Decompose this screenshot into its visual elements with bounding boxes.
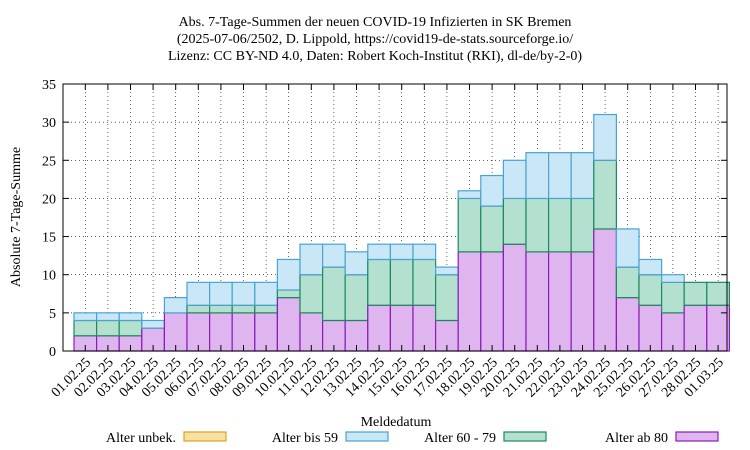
legend-label: Alter 60 - 79 (424, 431, 496, 446)
bar-segment (95, 319, 120, 337)
bars (73, 113, 730, 352)
bar-segment (231, 281, 256, 306)
title-line-1: Abs. 7-Tage-Summen der neuen COVID-19 In… (178, 15, 572, 30)
bar-segment (480, 251, 504, 352)
bar-segment (706, 281, 730, 306)
bar-segment (457, 251, 482, 352)
bar-segment (615, 266, 640, 299)
chart-title: Abs. 7-Tage-Summen der neuen COVID-19 In… (0, 14, 750, 65)
bar-segment (660, 274, 685, 283)
y-tick-label: 35 (42, 78, 56, 93)
y-tick-label: 5 (49, 307, 56, 322)
bar-segment (480, 174, 504, 207)
y-tick-label: 25 (42, 154, 56, 169)
bar-segment (73, 319, 98, 337)
x-axis-label: Meldedatum (361, 415, 432, 430)
bar-segment (118, 319, 143, 337)
legend-label: Alter bis 59 (272, 431, 338, 446)
legend: Alter unbek. Alter bis 59 Alter 60 - 79 Alt… (106, 431, 719, 446)
bar-segment (186, 304, 211, 314)
bar-segment (593, 228, 617, 352)
bar-segment (118, 312, 143, 322)
bar-segment (457, 197, 482, 253)
bar-segment (525, 197, 550, 253)
bar-segment (367, 243, 391, 261)
bar-segment (435, 274, 459, 322)
bar-segment (389, 304, 414, 352)
bar-segment (299, 274, 324, 314)
bar-segment (525, 152, 550, 200)
y-tick-label: 0 (49, 345, 56, 360)
bar-segment (570, 152, 595, 200)
y-tick-label: 15 (42, 231, 56, 246)
bar-segment (299, 243, 324, 276)
bar-segment (593, 113, 617, 161)
bar-segment (231, 304, 256, 314)
bar-segment (435, 266, 459, 276)
y-tick-label: 10 (42, 269, 56, 284)
bar-segment (502, 197, 527, 245)
bar-segment (186, 281, 211, 306)
bar-segment (638, 304, 663, 352)
bar-segment (593, 159, 617, 230)
bar-segment (209, 304, 233, 314)
bar-segment (73, 312, 98, 322)
bar-segment (683, 281, 708, 306)
bar-segment (502, 159, 527, 200)
bar-segment (344, 274, 369, 322)
bar-segment (570, 251, 595, 352)
bar-segment (367, 258, 391, 306)
bar-segment (367, 304, 391, 352)
bar-segment (209, 281, 233, 306)
bar-segment (480, 205, 504, 253)
plot-frame (62, 83, 728, 352)
bar-segment (547, 251, 572, 352)
y-tick-label: 20 (42, 192, 56, 207)
bar-segment (389, 243, 414, 261)
bar-segment (547, 152, 572, 200)
bar-segment (638, 274, 663, 306)
bar-segment (254, 281, 279, 306)
bar-segment (95, 312, 120, 322)
bar-segment (547, 197, 572, 253)
bar-segment (389, 258, 414, 306)
bar-segment (141, 319, 166, 329)
bar-segment (276, 289, 301, 299)
legend-swatch (503, 431, 547, 442)
legend-swatch (675, 431, 719, 442)
bar-segment (344, 251, 369, 276)
legend-swatch (183, 431, 227, 442)
y-axis-ticks: 0 5 10 15 20 25 30 35 (42, 78, 727, 360)
bar-segment (457, 190, 482, 200)
bar-segment (615, 297, 640, 352)
bar-segment (638, 258, 663, 276)
bar-segment (502, 243, 527, 352)
y-tick-label: 30 (42, 116, 56, 131)
bar-segment (412, 258, 437, 306)
bar-segment (412, 243, 437, 261)
bar-segment (660, 281, 685, 314)
bar-segment (683, 304, 708, 352)
bar-segment (276, 258, 301, 291)
title-line-2: (2025-07-06/2502, D. Lippold, https://co… (176, 32, 574, 47)
legend-swatch (345, 431, 389, 442)
bar-segment (412, 304, 437, 352)
y-axis-label: Absolute 7-Tage-Summe (9, 147, 24, 287)
bar-segment (322, 243, 346, 268)
legend-label: Alter unbek. (106, 431, 176, 446)
legend-label: Alter ab 80 (605, 431, 668, 446)
plot-border (62, 83, 728, 352)
bar-segment (322, 266, 346, 322)
title-line-3: Lizenz: CC BY-ND 4.0, Daten: Robert Koch… (167, 49, 583, 64)
bar-segment (525, 251, 550, 352)
bar-segment (615, 228, 640, 268)
bar-segment (706, 304, 730, 352)
bar-segment (570, 197, 595, 253)
bar-segment (163, 297, 188, 314)
bar-segment (276, 297, 301, 352)
bar-segment (254, 304, 279, 314)
